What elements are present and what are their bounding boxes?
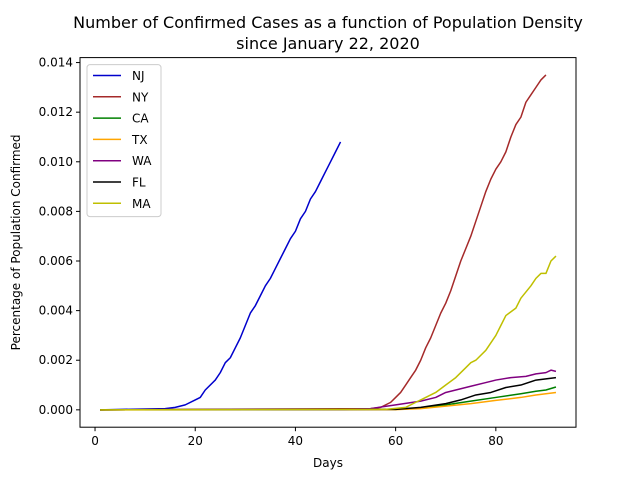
series-line-ny — [100, 74, 547, 411]
x-axis-label: Days — [313, 456, 343, 470]
x-tick-label: 40 — [288, 434, 303, 448]
legend-label-ma: MA — [132, 197, 151, 211]
x-tick-label: 60 — [388, 434, 403, 448]
series-line-tx — [100, 391, 557, 411]
legend-label-ny: NY — [132, 90, 149, 104]
legend-label-nj: NJ — [132, 69, 145, 83]
y-axis-ticks: 0.000 0.002 0.004 0.006 0.008 0.010 0.012 0.014 — [39, 56, 80, 417]
x-tick-label: 0 — [91, 434, 99, 448]
plot-area-frame — [79, 57, 577, 428]
legend-box — [86, 64, 162, 218]
y-tick-label: 0.000 — [39, 403, 73, 417]
chart-subtitle: since January 22, 2020 — [236, 34, 420, 53]
y-tick-label: 0.004 — [39, 304, 73, 318]
legend-label-tx: TX — [131, 133, 148, 147]
y-tick-label: 0.014 — [39, 56, 73, 70]
legend-label-wa: WA — [132, 154, 152, 168]
series-line-ca — [100, 386, 557, 411]
series-line-nj — [100, 141, 342, 411]
chart-title: Number of Confirmed Cases as a function … — [73, 13, 583, 32]
x-tick-label: 80 — [488, 434, 503, 448]
legend-label-fl: FL — [132, 176, 146, 190]
y-tick-label: 0.010 — [39, 155, 73, 169]
series-line-ma — [100, 255, 557, 411]
series-layer — [100, 74, 557, 411]
series-line-wa — [100, 369, 557, 411]
legend: NJ NY CA TX WA FL MA — [86, 64, 162, 218]
x-axis-ticks: 0 20 40 60 80 — [91, 427, 503, 448]
series-line-fl — [100, 376, 557, 411]
x-tick-label: 20 — [188, 434, 203, 448]
y-tick-label: 0.012 — [39, 105, 73, 119]
y-tick-label: 0.008 — [39, 204, 73, 218]
y-axis-label: Percentage of Population Confirmed — [9, 134, 23, 350]
y-tick-label: 0.002 — [39, 353, 73, 367]
y-tick-label: 0.006 — [39, 254, 73, 268]
legend-label-ca: CA — [132, 112, 149, 126]
